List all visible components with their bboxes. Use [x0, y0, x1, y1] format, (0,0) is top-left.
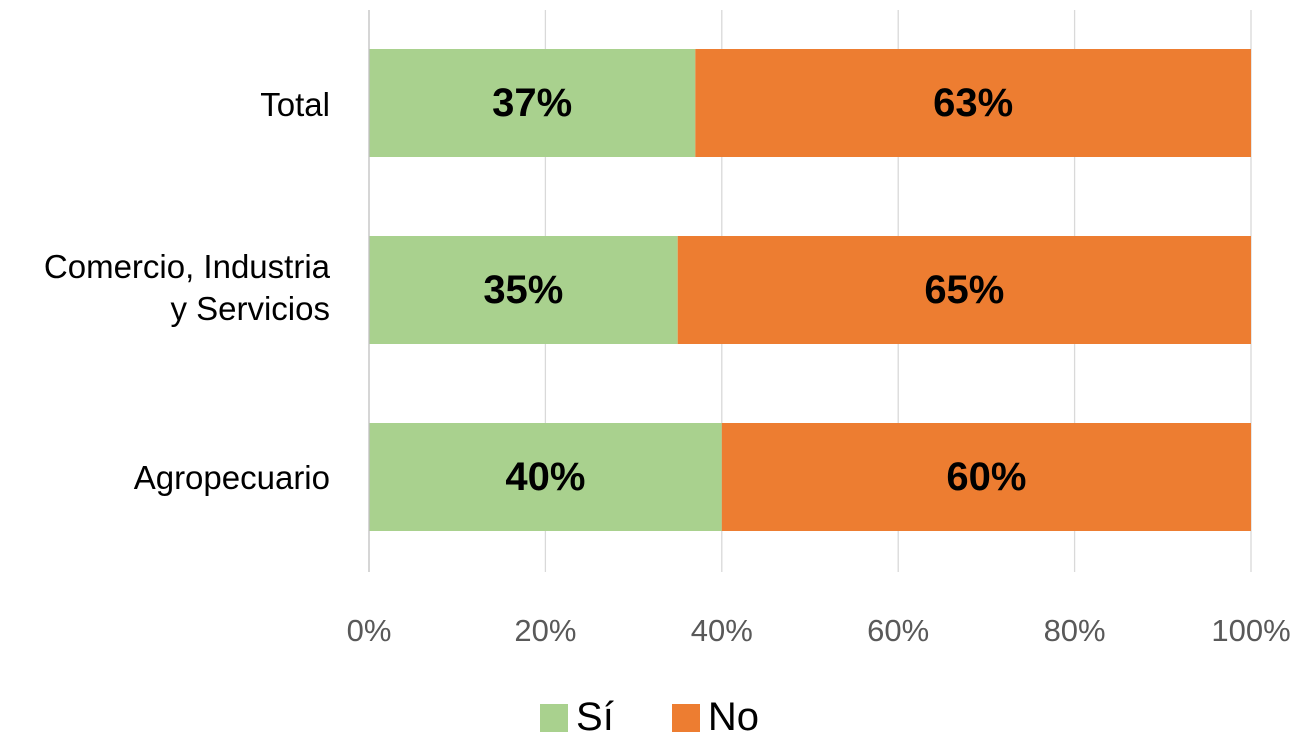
data-label-si-1: 35% — [483, 268, 563, 312]
bar-no-0 — [695, 49, 1251, 157]
x-tick-label-40: 40% — [691, 613, 753, 648]
bar-si-0 — [369, 49, 696, 157]
data-label-si-0: 37% — [492, 81, 572, 125]
data-label-no-2: 60% — [946, 455, 1026, 499]
legend-item-no: No — [632, 695, 759, 740]
x-tick-label-80: 80% — [1044, 613, 1106, 648]
bar-no-1 — [677, 236, 1251, 344]
data-label-no-1: 65% — [924, 268, 1004, 312]
x-tick-label-0: 0% — [347, 613, 392, 648]
legend-swatch-no — [671, 703, 700, 732]
category-label-agropecuario: Agropecuario — [133, 459, 330, 496]
legend-swatch-si — [540, 703, 569, 732]
data-label-si-2: 40% — [505, 455, 585, 499]
x-tick-label-100: 100% — [1211, 613, 1290, 648]
legend-label-no: No — [707, 695, 759, 739]
x-tick-label-20: 20% — [514, 613, 576, 648]
bar-si-1 — [369, 236, 678, 344]
bar-no-2 — [721, 423, 1251, 531]
x-tick-label-60: 60% — [867, 613, 929, 648]
legend-item-si: Sí — [540, 695, 614, 740]
bar-si-2 — [369, 423, 722, 531]
legend: Sí No — [0, 695, 1299, 740]
category-label-comercio: Comercio, Industria y Servicios — [43, 248, 330, 327]
category-label-total: Total — [260, 86, 330, 123]
data-label-no-0: 63% — [933, 81, 1013, 125]
legend-label-si: Sí — [576, 695, 614, 739]
